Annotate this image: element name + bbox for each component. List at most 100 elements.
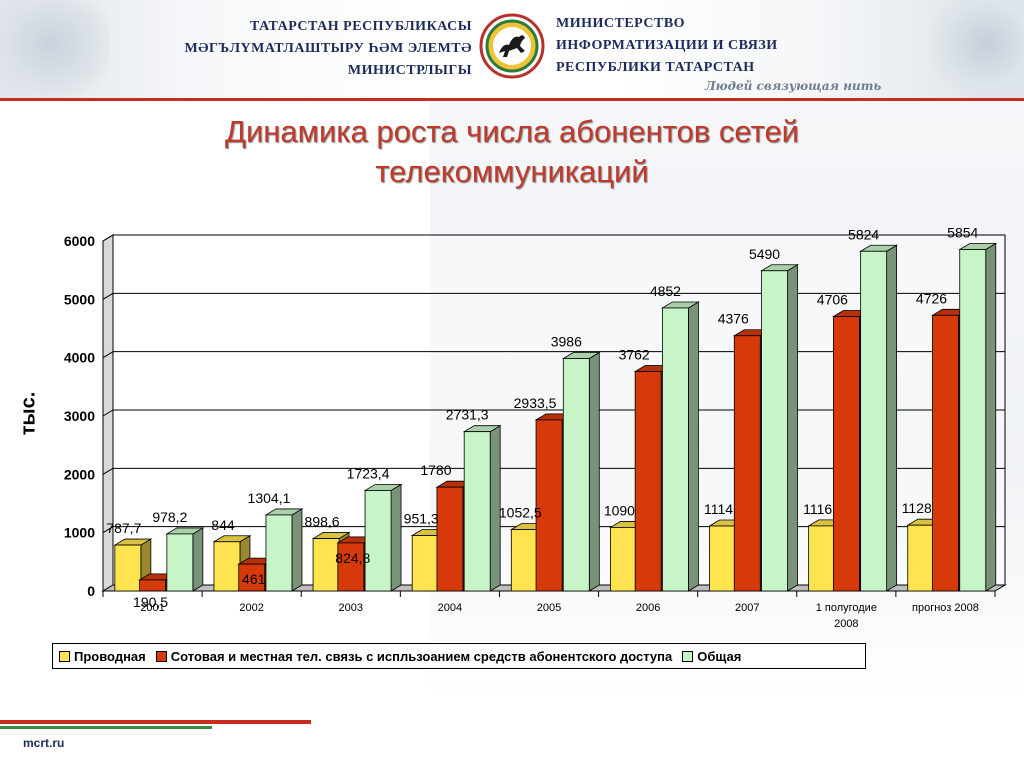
bar-wired <box>808 525 836 592</box>
x-tick-label: 2001 <box>140 602 164 614</box>
bar-total <box>562 358 590 592</box>
data-label-cellular: 3762 <box>619 347 650 363</box>
data-label-wired: 951,3 <box>404 511 439 527</box>
bar-total <box>860 250 888 592</box>
background-building-image <box>430 100 1024 700</box>
y-tick-label: 3000 <box>64 408 95 424</box>
data-label-total: 3986 <box>551 333 582 349</box>
bar-cellular <box>832 316 860 592</box>
bar-total <box>166 533 194 592</box>
data-label-cellular: 190,5 <box>133 594 168 610</box>
data-label-total: 978,2 <box>152 509 187 525</box>
data-label-cellular: 824,8 <box>335 550 370 566</box>
legend-item-wired: Проводная <box>59 649 146 664</box>
bar-side-total <box>886 244 898 592</box>
data-label-wired: 1090 <box>604 502 635 518</box>
ministry-name-tatar-line: ТАТАРСТАН РЕСПУБЛИКАСЫ <box>249 19 472 34</box>
y-tick-label: 6000 <box>64 233 95 249</box>
data-label-wired: 787,7 <box>106 520 141 536</box>
legend-label-total: Общая <box>697 648 742 664</box>
x-tick-label: 2006 <box>636 602 660 614</box>
legend-swatch-cellular <box>155 650 167 662</box>
legend-label-cellular: Сотовая и местная тел. связь с испльзоан… <box>170 648 673 664</box>
ministry-name-russian: МИНИСТЕРСТВО ИНФОРМАТИЗАЦИИ И СВЯЗИ РЕСП… <box>556 13 778 79</box>
bar-side-total <box>291 508 303 592</box>
ministry-name-tatar-line: МӘГЪЛҮМАТЛАШТЫРУ ҺӘМ ЭЛЕМТӘ <box>184 41 472 56</box>
bar-total <box>959 249 987 592</box>
bar-total <box>761 270 788 592</box>
chart-legend: Проводная Сотовая и местная тел. связь с… <box>52 643 866 669</box>
page-title-line-2: телекоммуникаций <box>375 154 649 189</box>
gridline-side <box>102 467 114 475</box>
header-divider <box>0 98 1024 101</box>
gridline-side <box>102 526 114 534</box>
footer-green-line <box>0 726 212 729</box>
bar-total <box>364 490 392 592</box>
bar-wired <box>610 527 637 592</box>
bar-wired <box>709 525 736 592</box>
bar-wired <box>907 524 935 592</box>
bar-wired <box>213 541 241 592</box>
y-tick-label: 1000 <box>64 525 95 541</box>
ministry-name-tatar: ТАТАРСТАН РЕСПУБЛИКАСЫ МӘГЪЛҮМАТЛАШТЫРУ … <box>184 16 472 82</box>
x-tick-label: 1 полугодие <box>816 602 877 614</box>
data-label-total: 4852 <box>650 283 681 299</box>
bar-cellular <box>436 486 464 592</box>
legend-swatch-wired <box>59 650 70 662</box>
bar-total <box>265 514 293 592</box>
ministry-name-russian-line: МИНИСТЕРСТВО <box>556 16 686 31</box>
data-label-total: 1304,1 <box>248 490 291 506</box>
data-label-wired: 1052,5 <box>499 505 542 521</box>
header-banner: ТАТАРСТАН РЕСПУБЛИКАСЫ МӘГЪЛҮМАТЛАШТЫРУ … <box>0 0 1024 100</box>
y-tick-label: 0 <box>87 583 95 599</box>
bar-side-total <box>390 483 402 592</box>
ministry-name-russian-line: ИНФОРМАТИЗАЦИИ И СВЯЗИ <box>556 38 778 53</box>
x-tick-label: 2005 <box>537 602 561 614</box>
gridline-side <box>102 292 114 300</box>
page-title-line-1: Динамика роста числа абонентов сетей <box>225 114 799 149</box>
bar-wired <box>510 529 538 592</box>
page-title: Динамика роста числа абонентов сетей тел… <box>0 112 1024 192</box>
bar-side-total <box>192 527 204 592</box>
bar-wired <box>312 538 340 592</box>
data-label-wired: 1116 <box>803 501 832 517</box>
legend-item-cellular: Сотовая и местная тел. связь с испльзоан… <box>155 648 673 664</box>
bar-cellular <box>634 371 662 592</box>
gridline-side <box>102 234 114 242</box>
legend-label-wired: Проводная <box>74 648 146 664</box>
legend-swatch-total <box>682 650 694 662</box>
data-label-cellular: 2933,5 <box>514 395 557 411</box>
bar-chart: 0 1000 2000 3000 4000 5000 6000 2001 2002 2003 200… <box>64 225 1007 630</box>
footer-red-line <box>0 720 311 724</box>
data-label-total: 5490 <box>749 246 780 262</box>
tatarstan-emblem-icon <box>479 13 545 79</box>
data-label-wired: 844 <box>211 517 235 533</box>
data-label-cellular: 4706 <box>817 291 848 307</box>
data-label-wired: 1114 <box>704 501 733 517</box>
y-tick-label: 2000 <box>64 466 95 482</box>
slogan: Людей связующая нить <box>705 79 882 93</box>
x-tick-label: 2002 <box>239 602 263 614</box>
bar-cellular <box>932 314 959 592</box>
x-tick-label: 2007 <box>735 602 759 614</box>
bar-cellular <box>139 579 167 592</box>
bar-side-total <box>985 242 997 592</box>
data-label-cellular: 461 <box>242 571 266 587</box>
bar-total <box>463 431 491 592</box>
bar-side-total <box>688 301 699 592</box>
x-tick-label: прогноз 2008 <box>912 602 979 614</box>
bar-wired <box>114 544 142 592</box>
data-label-total: 5824 <box>848 226 879 242</box>
bar-cellular <box>238 563 266 592</box>
bar-cellular <box>337 542 365 592</box>
bar-side-total <box>787 264 798 592</box>
bar-cellular <box>733 335 761 592</box>
data-label-total: 1723,4 <box>347 465 390 481</box>
y-tick-label: 4000 <box>64 350 95 366</box>
x-tick-label: 2008 <box>834 618 858 630</box>
bar-total <box>662 307 689 592</box>
gridline-side <box>102 409 114 417</box>
data-label-total: 5854 <box>947 225 978 241</box>
bar-cellular <box>535 419 563 592</box>
legend-item-total: Общая <box>682 649 741 664</box>
